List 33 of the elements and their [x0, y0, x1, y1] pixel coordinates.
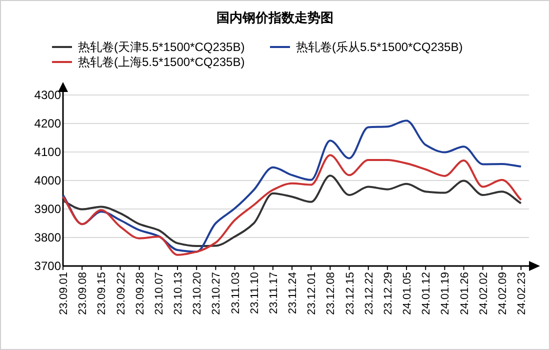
x-tick-label: 23.12.22 [363, 272, 376, 315]
x-tick-label: 23.12.01 [306, 272, 318, 315]
x-tick-label: 24.01.12 [420, 272, 433, 315]
x-tick-label: 24.02.23 [516, 272, 528, 315]
x-tick-label: 23.10.13 [172, 272, 184, 315]
x-tick-label: 24.01.19 [440, 272, 452, 315]
x-tick-label: 23.09.22 [115, 272, 128, 315]
x-tick-label: 23.10.20 [192, 272, 204, 315]
x-tick-label: 23.12.08 [325, 272, 338, 315]
x-tick-label: 23.12.29 [382, 272, 394, 315]
x-tick-label: 23.11.10 [248, 272, 261, 314]
title: 国内钢价指数走势图 [216, 10, 334, 25]
y-tick-label: 4000 [34, 174, 62, 188]
y-tick-label: 3900 [34, 202, 62, 216]
x-tick-label: 23.11.24 [287, 272, 299, 314]
y-tick-label: 4200 [34, 116, 62, 130]
x-tick-label: 23.09.28 [134, 272, 146, 315]
y-tick-label: 3700 [34, 259, 62, 273]
x-tick-label: 24.01.26 [458, 272, 471, 315]
x-tick-label: 23.09.15 [96, 272, 108, 315]
x-tick-label: 23.12.15 [344, 272, 356, 315]
y-tick-label: 4300 [34, 88, 62, 102]
x-tick-label: 24.01.05 [402, 272, 414, 315]
x-tick-label: 23.09.08 [77, 272, 90, 315]
y-tick-label: 3800 [34, 230, 62, 244]
x-tick-label: 23.09.01 [58, 272, 70, 315]
x-tick-label: 23.11.17 [268, 272, 280, 314]
x-tick-label: 24.02.09 [496, 272, 509, 315]
x-tick-label: 23.10.27 [210, 272, 223, 315]
y-tick-label: 4100 [34, 145, 62, 159]
x-tick-label: 23.10.07 [153, 272, 166, 315]
x-tick-label: 23.11.03 [230, 272, 242, 314]
x-tick-label: 24.02.02 [478, 272, 490, 315]
